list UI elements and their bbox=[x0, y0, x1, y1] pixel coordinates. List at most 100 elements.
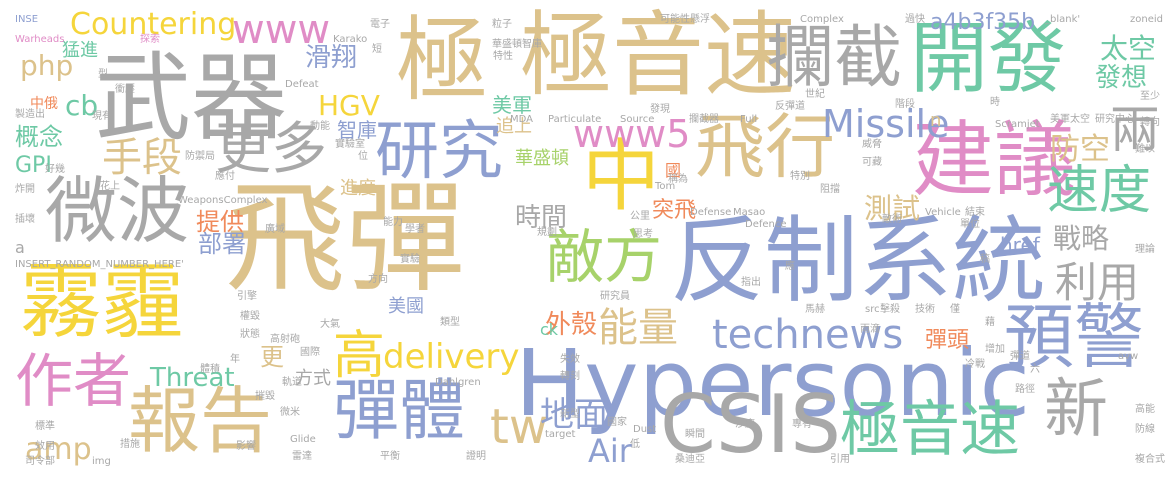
word-99: 攔截器 bbox=[689, 114, 719, 125]
word-38: 地面 bbox=[540, 395, 608, 435]
word-59: 猛進 bbox=[62, 40, 98, 61]
word-116: 桑迪亞 bbox=[675, 454, 705, 465]
word-5: Hypersonic bbox=[515, 330, 1031, 437]
word-150: 廣域 bbox=[265, 224, 285, 235]
word-195: 時 bbox=[990, 97, 1000, 108]
word-146: 指出 bbox=[741, 277, 761, 288]
word-154: 思考 bbox=[633, 229, 653, 240]
word-57: GPI bbox=[15, 153, 52, 178]
word-95: MDA bbox=[510, 114, 533, 125]
word-120: 炸開 bbox=[15, 184, 35, 195]
word-9: 攔截 bbox=[766, 19, 903, 98]
word-32: 兩 bbox=[1110, 101, 1160, 159]
word-28: www bbox=[232, 7, 331, 53]
word-10: 建議 bbox=[912, 113, 1077, 208]
word-143: 雨滴 bbox=[860, 324, 880, 335]
word-82: Complex bbox=[800, 14, 844, 25]
word-119: 製造出 bbox=[15, 109, 45, 120]
word-132: 理論 bbox=[1135, 244, 1155, 255]
word-171: 類型 bbox=[440, 317, 460, 328]
word-121: 好幾 bbox=[45, 164, 65, 175]
word-56: 概念 bbox=[15, 123, 63, 151]
word-30: 手段 bbox=[102, 135, 182, 181]
word-114: src bbox=[865, 304, 880, 315]
word-182: 新型 bbox=[560, 409, 580, 420]
word-39: Air bbox=[588, 432, 632, 470]
word-27: www5 bbox=[573, 112, 691, 156]
word-178: 影響 bbox=[236, 441, 256, 452]
word-20: 新 bbox=[1044, 373, 1108, 447]
word-107: INSERT_RANDOM_NUMBER_HERE' bbox=[15, 259, 184, 270]
word-137: 彈道 bbox=[1010, 351, 1030, 362]
word-118: 複合式 bbox=[1135, 454, 1165, 465]
word-167: 狀態 bbox=[240, 329, 260, 340]
word-156: 敵術 bbox=[882, 214, 902, 225]
word-77: Karako bbox=[333, 34, 368, 45]
word-62: 華盛頓 bbox=[515, 148, 569, 169]
word-1: 飛彈 bbox=[225, 170, 465, 309]
word-64: 美國 bbox=[388, 296, 424, 317]
word-136: 增加 bbox=[985, 344, 1005, 355]
word-11: 微波 bbox=[45, 169, 190, 253]
word-162: 可藏 bbox=[862, 157, 882, 168]
word-51: 滑翔 bbox=[305, 43, 358, 73]
word-135: 至少 bbox=[1140, 91, 1160, 102]
word-169: 大氣 bbox=[320, 319, 340, 330]
word-127: 證明 bbox=[466, 451, 486, 462]
word-133: 難以 bbox=[1135, 144, 1155, 155]
word-112: Glide bbox=[290, 434, 316, 445]
word-108: Tom bbox=[655, 181, 676, 192]
word-55: a4b3f35b bbox=[930, 10, 1036, 35]
word-52: 美軍 bbox=[492, 93, 532, 117]
word-50: 戰略 bbox=[1053, 222, 1110, 255]
word-131: 防線 bbox=[1135, 424, 1155, 435]
word-61: 智庫 bbox=[337, 118, 377, 142]
word-24: technews bbox=[712, 312, 904, 358]
word-17: 預警 bbox=[1004, 296, 1144, 378]
word-102: WeaponsComplex bbox=[178, 195, 268, 206]
word-186: 防禦局 bbox=[185, 151, 215, 162]
word-175: 摧毀 bbox=[255, 391, 275, 402]
word-100: 動能 bbox=[310, 121, 330, 132]
word-155: 公里 bbox=[630, 211, 650, 222]
word-173: 體積 bbox=[200, 364, 220, 375]
word-81: 懸浮 bbox=[690, 14, 710, 25]
word-54: 發想 bbox=[1095, 63, 1148, 93]
word-6: 霧霾 bbox=[20, 255, 185, 350]
word-144: 技術 bbox=[915, 304, 935, 315]
word-78: 電子 bbox=[370, 19, 390, 30]
word-3: 武器 bbox=[95, 42, 287, 154]
word-185: 低 bbox=[630, 439, 640, 450]
word-177: 措施 bbox=[120, 439, 140, 450]
word-19: 彈體 bbox=[333, 372, 465, 449]
word-111: target bbox=[545, 429, 576, 440]
word-126: 平衡 bbox=[380, 451, 400, 462]
word-84: zoneid bbox=[1130, 14, 1163, 25]
word-139: 路徑 bbox=[1015, 384, 1035, 395]
word-148: 實驗 bbox=[400, 254, 420, 265]
word-109: Dahlgren bbox=[435, 377, 481, 388]
word-190: 現有 bbox=[92, 111, 112, 122]
word-152: 能力 bbox=[383, 217, 403, 228]
word-74: INSE bbox=[15, 14, 39, 25]
word-88: 衝壓 bbox=[115, 84, 135, 95]
word-189: 位 bbox=[358, 151, 368, 162]
word-158: 結束 bbox=[965, 207, 985, 218]
word-104: Masao bbox=[733, 207, 766, 218]
word-53: 太空 bbox=[1100, 32, 1157, 65]
word-117: 司令部 bbox=[25, 456, 55, 467]
word-145: 僅 bbox=[950, 304, 960, 315]
word-193: 發現 bbox=[650, 104, 670, 115]
word-94: 美軍太空 bbox=[1050, 114, 1090, 125]
word-63: 突飛 bbox=[652, 198, 697, 223]
word-161: 威脅 bbox=[862, 139, 882, 150]
word-138: 冷戰 bbox=[965, 359, 985, 370]
word-172: 年 bbox=[230, 354, 240, 365]
word-72: n bbox=[930, 110, 942, 131]
word-191: 型 bbox=[98, 69, 108, 80]
word-8: 極 bbox=[396, 7, 489, 114]
word-160: 特別 bbox=[790, 171, 810, 182]
word-91: 反彈道 bbox=[775, 101, 805, 112]
word-183: 失效 bbox=[560, 354, 580, 365]
